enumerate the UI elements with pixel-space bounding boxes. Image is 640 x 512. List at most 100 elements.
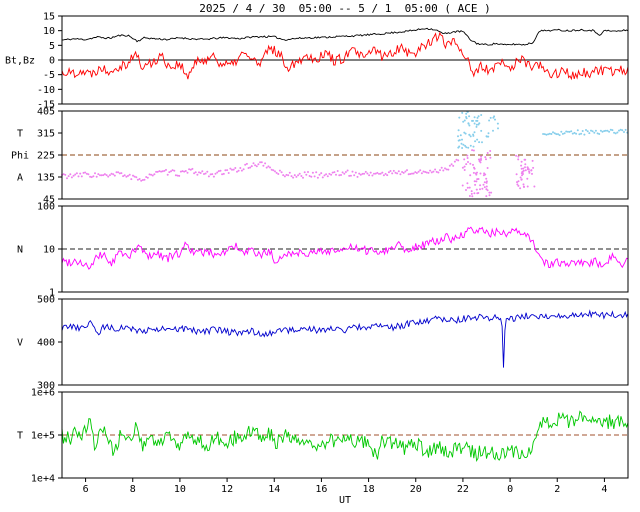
scatter-dot xyxy=(474,140,477,143)
scatter-dot xyxy=(477,115,480,118)
scatter-dot xyxy=(566,130,569,133)
scatter-dot xyxy=(435,170,438,173)
scatter-dot xyxy=(576,129,579,132)
scatter-dot xyxy=(467,161,469,163)
scatter-dot xyxy=(244,163,247,166)
scatter-dot xyxy=(292,176,295,179)
scatter-dot xyxy=(363,172,366,175)
scatter-dot xyxy=(467,146,470,149)
y-tick-label: 1 xyxy=(49,288,55,299)
scatter-dot xyxy=(227,172,230,174)
scatter-dot xyxy=(173,169,176,172)
scatter-dot xyxy=(369,171,372,174)
scatter-dot xyxy=(409,173,412,175)
scatter-dot xyxy=(580,132,583,135)
scatter-dot xyxy=(302,176,304,179)
scatter-dot xyxy=(265,166,268,169)
scatter-dot xyxy=(461,147,464,149)
scatter-dot xyxy=(161,170,164,173)
scatter-dot xyxy=(618,129,620,132)
scatter-dot xyxy=(543,133,546,136)
scatter-dot xyxy=(267,165,270,168)
scatter-dot xyxy=(466,157,469,159)
scatter-dot xyxy=(336,170,339,172)
scatter-dot xyxy=(80,175,83,178)
scatter-dot xyxy=(531,172,533,175)
scatter-dot xyxy=(420,172,423,175)
scatter-dot xyxy=(278,169,281,172)
scatter-dot xyxy=(472,149,475,152)
scatter-dot xyxy=(272,169,275,172)
scatter-dot xyxy=(593,131,596,134)
scatter-dot xyxy=(493,115,496,118)
scatter-dot xyxy=(598,133,601,135)
scatter-dot xyxy=(151,174,154,177)
scatter-dot xyxy=(608,130,611,133)
scatter-dot xyxy=(520,164,523,167)
y-tick-label: 45 xyxy=(43,195,55,206)
scatter-dot xyxy=(212,175,215,178)
scatter-dot xyxy=(194,171,197,174)
scatter-dot xyxy=(247,167,250,169)
scatter-dot xyxy=(414,171,417,174)
scatter-dot xyxy=(479,184,482,187)
scatter-dot xyxy=(590,129,592,132)
scatter-dot xyxy=(89,175,92,178)
scatter-dot xyxy=(203,173,205,175)
scatter-dot xyxy=(485,135,488,138)
scatter-dot xyxy=(469,144,472,147)
scatter-dot xyxy=(341,171,344,174)
scatter-dot xyxy=(479,172,482,175)
scatter-dot xyxy=(520,178,523,181)
scatter-dot xyxy=(457,159,460,162)
scatter-dot xyxy=(103,173,106,176)
scatter-dot xyxy=(461,184,464,187)
scatter-dot xyxy=(488,194,491,197)
scatter-dot xyxy=(333,171,336,174)
scatter-dot xyxy=(316,176,319,179)
scatter-dot xyxy=(516,183,519,186)
scatter-dot xyxy=(616,131,619,134)
scatter-dot xyxy=(594,129,597,132)
scatter-dot xyxy=(485,158,487,161)
x-tick-label: 2 xyxy=(554,484,560,495)
scatter-dot xyxy=(526,185,529,188)
x-axis-label: UT xyxy=(338,495,352,506)
scatter-dot xyxy=(434,168,437,171)
scatter-dot xyxy=(463,169,466,171)
scatter-dot xyxy=(145,176,148,178)
scatter-dot xyxy=(472,171,475,174)
scatter-dot xyxy=(603,130,606,132)
scatter-dot xyxy=(110,172,113,175)
scatter-dot xyxy=(468,133,471,136)
scatter-dot xyxy=(308,175,311,177)
x-tick-label: 12 xyxy=(221,484,233,495)
scatter-dot xyxy=(191,167,194,170)
y-tick-label: 5 xyxy=(49,41,55,52)
scatter-dot xyxy=(412,172,415,175)
scatter-dot xyxy=(326,175,329,178)
scatter-dot xyxy=(604,129,607,132)
scatter-dot xyxy=(489,156,492,159)
scatter-dot xyxy=(346,169,349,172)
scatter-dot xyxy=(588,132,591,135)
scatter-dot xyxy=(457,129,460,132)
scatter-dot xyxy=(425,171,428,174)
scatter-dot xyxy=(490,191,493,194)
scatter-dot xyxy=(184,170,187,172)
scatter-dot xyxy=(568,130,571,133)
scatter-dot xyxy=(477,123,480,126)
scatter-dot xyxy=(105,174,108,177)
x-tick-label: 14 xyxy=(268,484,280,495)
scatter-dot xyxy=(204,172,207,175)
scatter-dot xyxy=(236,170,238,173)
scatter-dot xyxy=(224,169,227,172)
scatter-dot xyxy=(178,174,181,177)
scatter-dot xyxy=(611,129,614,132)
scatter-dot xyxy=(586,130,589,133)
scatter-dot xyxy=(550,133,553,135)
scatter-dot xyxy=(486,189,489,192)
scatter-dot xyxy=(209,173,212,176)
scatter-dot xyxy=(85,172,88,175)
scatter-dot xyxy=(354,171,357,174)
